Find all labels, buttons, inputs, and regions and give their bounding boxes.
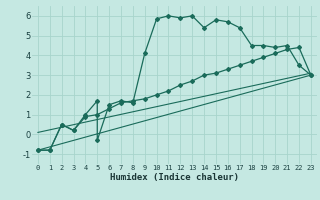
X-axis label: Humidex (Indice chaleur): Humidex (Indice chaleur) [110,173,239,182]
